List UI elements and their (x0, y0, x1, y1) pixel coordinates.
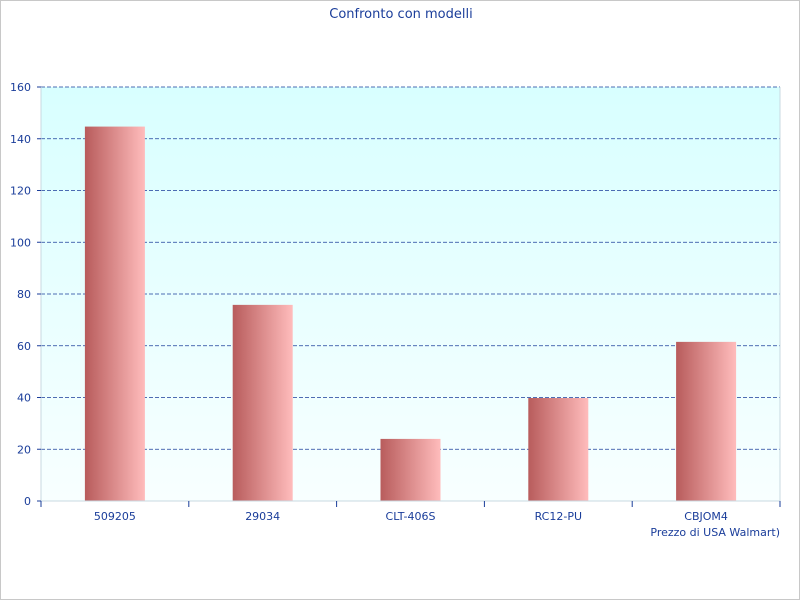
x-tick-label: 29034 (245, 510, 280, 523)
y-tick-labels: 0 20 40 60 80 100 120 140 160 (10, 81, 31, 508)
bars (84, 126, 737, 502)
y-tick-label: 160 (10, 81, 31, 94)
x-tick-label: RC12-PU (535, 510, 582, 523)
y-tick-label: 20 (17, 443, 31, 456)
x-tick-label: CLT-406S (386, 510, 436, 523)
bar-CLT-406S (380, 438, 441, 501)
bar-29034 (232, 304, 293, 501)
x-tick-label: CBJOM4 (684, 510, 728, 523)
x-tick-labels: 509205 29034 CLT-406S RC12-PU CBJOM4 (94, 510, 728, 523)
bar-CBJOM4 (676, 341, 737, 501)
y-tick-label: 60 (17, 340, 31, 353)
chart-title: Confronto con modelli (329, 7, 472, 22)
bar-509205 (84, 126, 145, 502)
x-tick-label: 509205 (94, 510, 136, 523)
y-tick-label: 100 (10, 236, 31, 249)
gridlines (41, 86, 780, 450)
y-tick-label: 80 (17, 288, 31, 301)
x-axis-label: Prezzo di USA Walmart) (650, 526, 780, 539)
y-tick-label: 0 (24, 495, 31, 508)
y-tick-label: 140 (10, 133, 31, 146)
bar-RC12-PU (528, 398, 589, 501)
y-tick-label: 40 (17, 392, 31, 405)
axes (37, 86, 781, 507)
y-tick-label: 120 (10, 185, 31, 198)
